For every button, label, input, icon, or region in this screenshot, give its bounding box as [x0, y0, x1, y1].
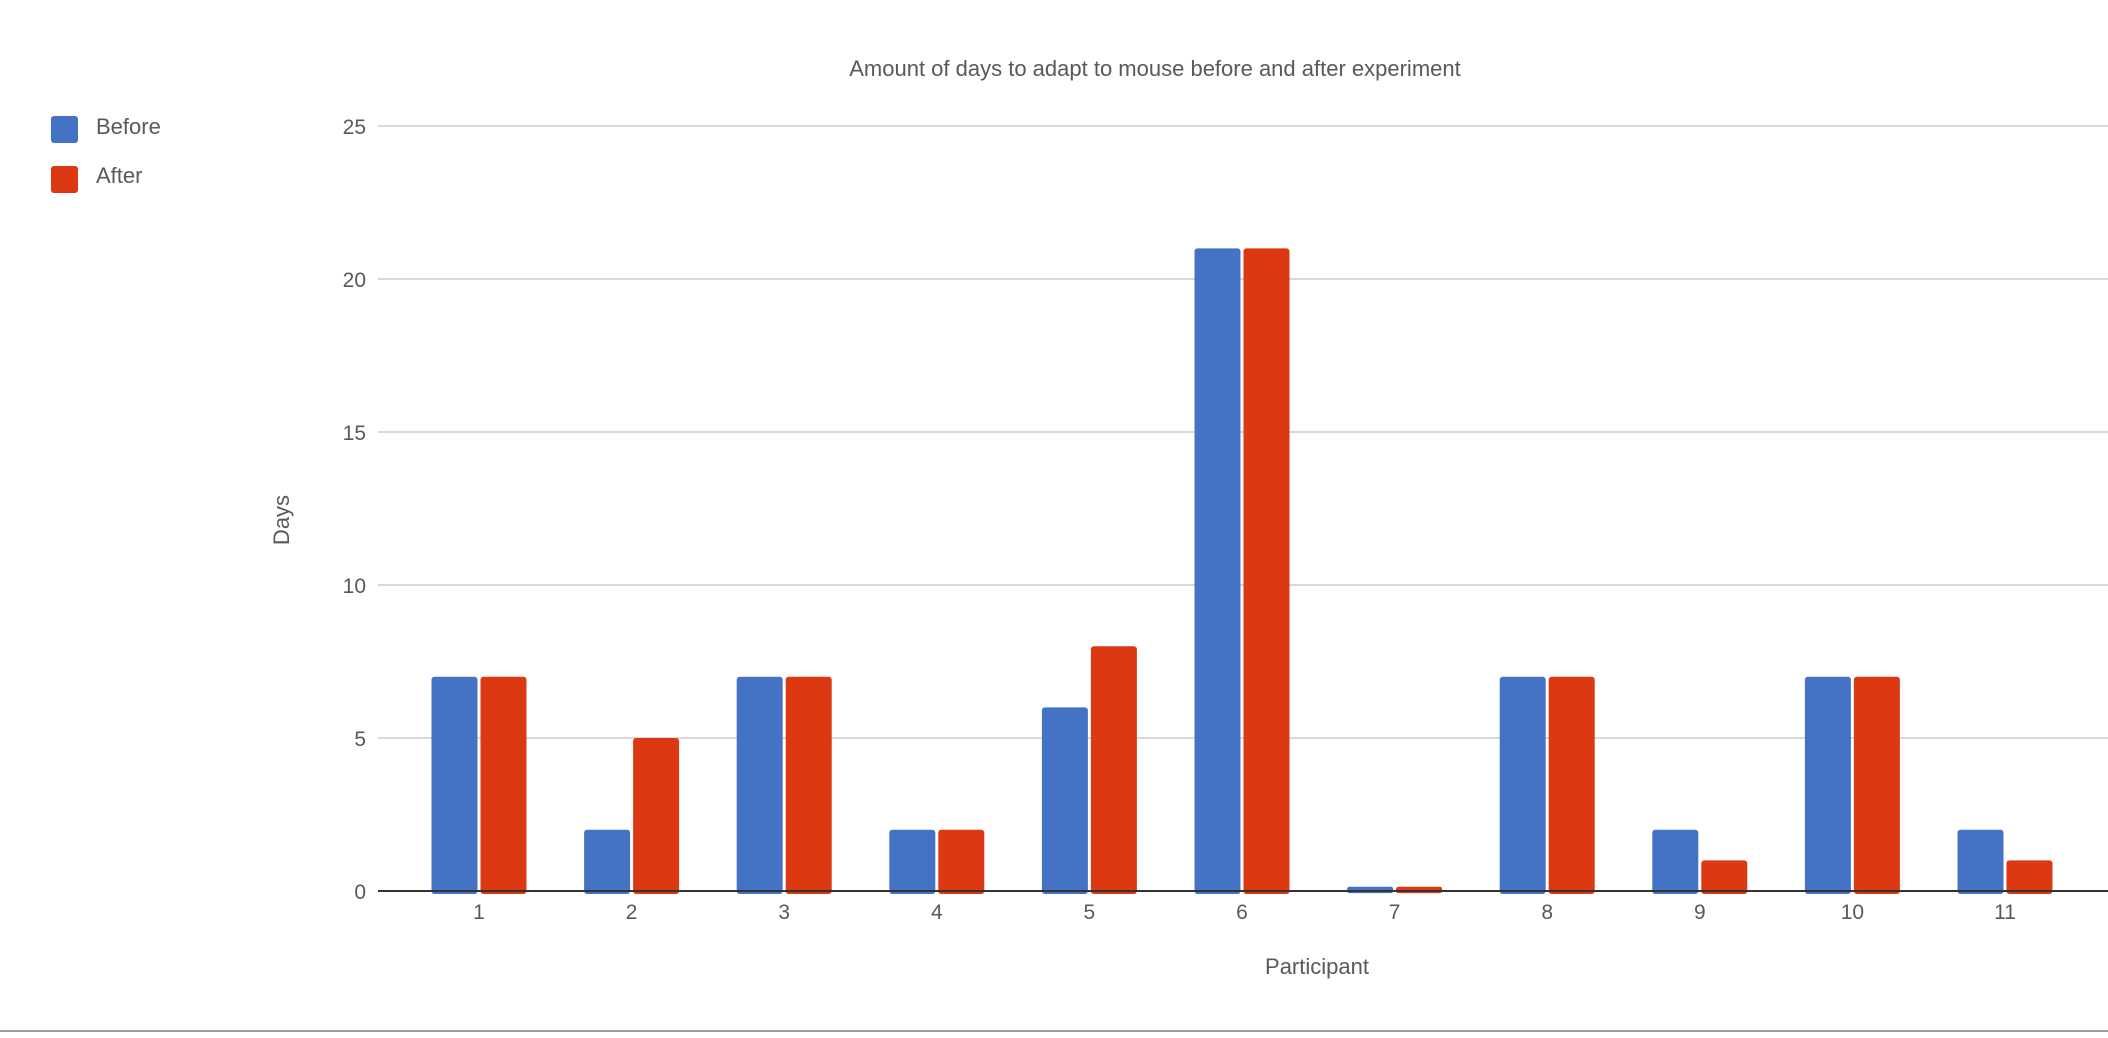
bar-after-2: [633, 738, 680, 894]
bar-before-3: [736, 676, 783, 894]
bar-before-5: [1041, 707, 1088, 894]
bar-after-4: [938, 829, 985, 894]
x-tick-label: 8: [1541, 901, 1553, 924]
bar-before-1: [431, 676, 478, 894]
x-tick-label: 6: [1236, 901, 1248, 924]
y-axis-ticks: 0 5 10 15 20 25: [343, 116, 366, 904]
gridlines: [378, 125, 2108, 739]
x-tick-label: 3: [778, 901, 790, 924]
y-tick-label: 25: [343, 116, 366, 139]
bar-before-11: [1957, 829, 2004, 894]
legend-swatch-before: [51, 116, 78, 143]
y-tick-label: 15: [343, 422, 366, 445]
x-tick-label: 11: [1994, 901, 2016, 924]
y-tick-label: 0: [354, 881, 366, 904]
bars: [431, 248, 2053, 894]
bar-before-7: [1347, 886, 1394, 894]
legend: Before After: [51, 114, 161, 193]
x-tick-label: 7: [1389, 901, 1401, 924]
bar-before-4: [889, 829, 936, 894]
x-tick-label: 10: [1841, 901, 1864, 924]
x-axis-label: Participant: [1265, 954, 1369, 979]
legend-swatch-after: [51, 166, 78, 193]
bar-after-11: [2006, 860, 2053, 894]
bar-before-9: [1652, 829, 1699, 894]
y-tick-label: 5: [354, 728, 366, 751]
bar-before-8: [1499, 676, 1546, 894]
bar-before-2: [584, 829, 631, 894]
bar-after-1: [480, 676, 527, 894]
bar-after-10: [1853, 676, 1900, 894]
bar-after-7: [1396, 886, 1443, 894]
x-axis-ticks: 1 2 3 4 5 6 7 8 9 10 11: [473, 901, 2016, 924]
legend-label-after: After: [96, 163, 142, 188]
bar-after-8: [1548, 676, 1595, 894]
x-tick-label: 9: [1694, 901, 1706, 924]
y-tick-label: 20: [343, 269, 366, 292]
x-tick-label: 5: [1084, 901, 1096, 924]
y-axis-label: Days: [269, 495, 294, 545]
bar-after-5: [1090, 646, 1137, 894]
bar-after-6: [1243, 248, 1290, 894]
chart-title: Amount of days to adapt to mouse before …: [849, 56, 1460, 81]
bar-before-10: [1804, 676, 1851, 894]
bar-after-3: [785, 676, 832, 894]
x-tick-label: 4: [931, 901, 943, 924]
bar-before-6: [1194, 248, 1241, 894]
x-tick-label: 1: [473, 901, 485, 924]
bar-after-9: [1701, 860, 1748, 894]
legend-label-before: Before: [96, 114, 161, 139]
x-tick-label: 2: [626, 901, 638, 924]
y-tick-label: 10: [343, 575, 366, 598]
